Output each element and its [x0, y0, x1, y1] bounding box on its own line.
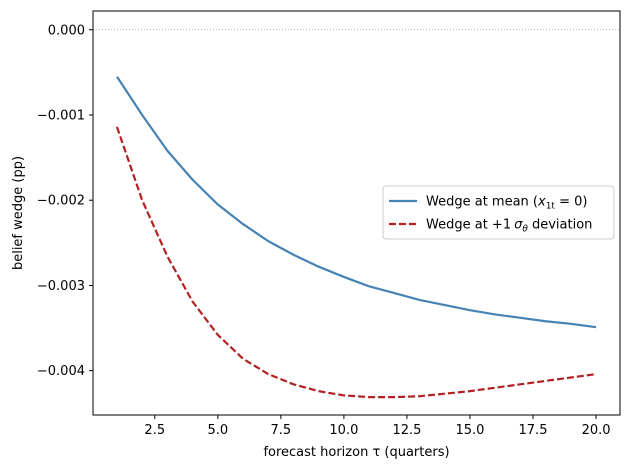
x-tick-label: 7.5 — [271, 423, 292, 438]
x-tick-label: 20.0 — [582, 423, 611, 438]
y-axis-label: belief wedge (pp) — [11, 156, 26, 270]
series-line-1 — [116, 76, 597, 329]
axis-ticks: 2.5 5.0 7.5 10.0 12.5 15.0 17.5 20.0 0.000 −0.001… — [37, 23, 611, 438]
x-tick-label: 12.5 — [392, 423, 421, 438]
legend-box — [382, 185, 615, 240]
y-tick-label: −0.001 — [37, 108, 85, 123]
x-tick-label: 10.0 — [329, 423, 358, 438]
x-tick-label: 2.5 — [144, 423, 165, 438]
y-tick-label: 0.000 — [48, 23, 85, 38]
series-line-2 — [115, 126, 597, 399]
x-tick-label: 17.5 — [519, 423, 548, 438]
legend: Wedge at mean (x1t = 0) Wedge at +1 σθ dev… — [382, 185, 615, 240]
legend-entry-1: Wedge at mean (x1t = 0) — [426, 195, 587, 212]
x-tick-label: 5.0 — [207, 423, 228, 438]
x-tick-label: 15.0 — [455, 423, 484, 438]
x-axis-label: forecast horizon τ (quarters) — [263, 445, 449, 460]
y-tick-label: −0.002 — [37, 194, 85, 209]
plot-area — [92, 10, 621, 416]
legend-entry-2: Wedge at +1 σθ deviation — [426, 218, 592, 235]
y-tick-label: −0.004 — [37, 364, 85, 379]
y-tick-label: −0.003 — [37, 279, 85, 294]
axes-frame — [92, 10, 621, 416]
